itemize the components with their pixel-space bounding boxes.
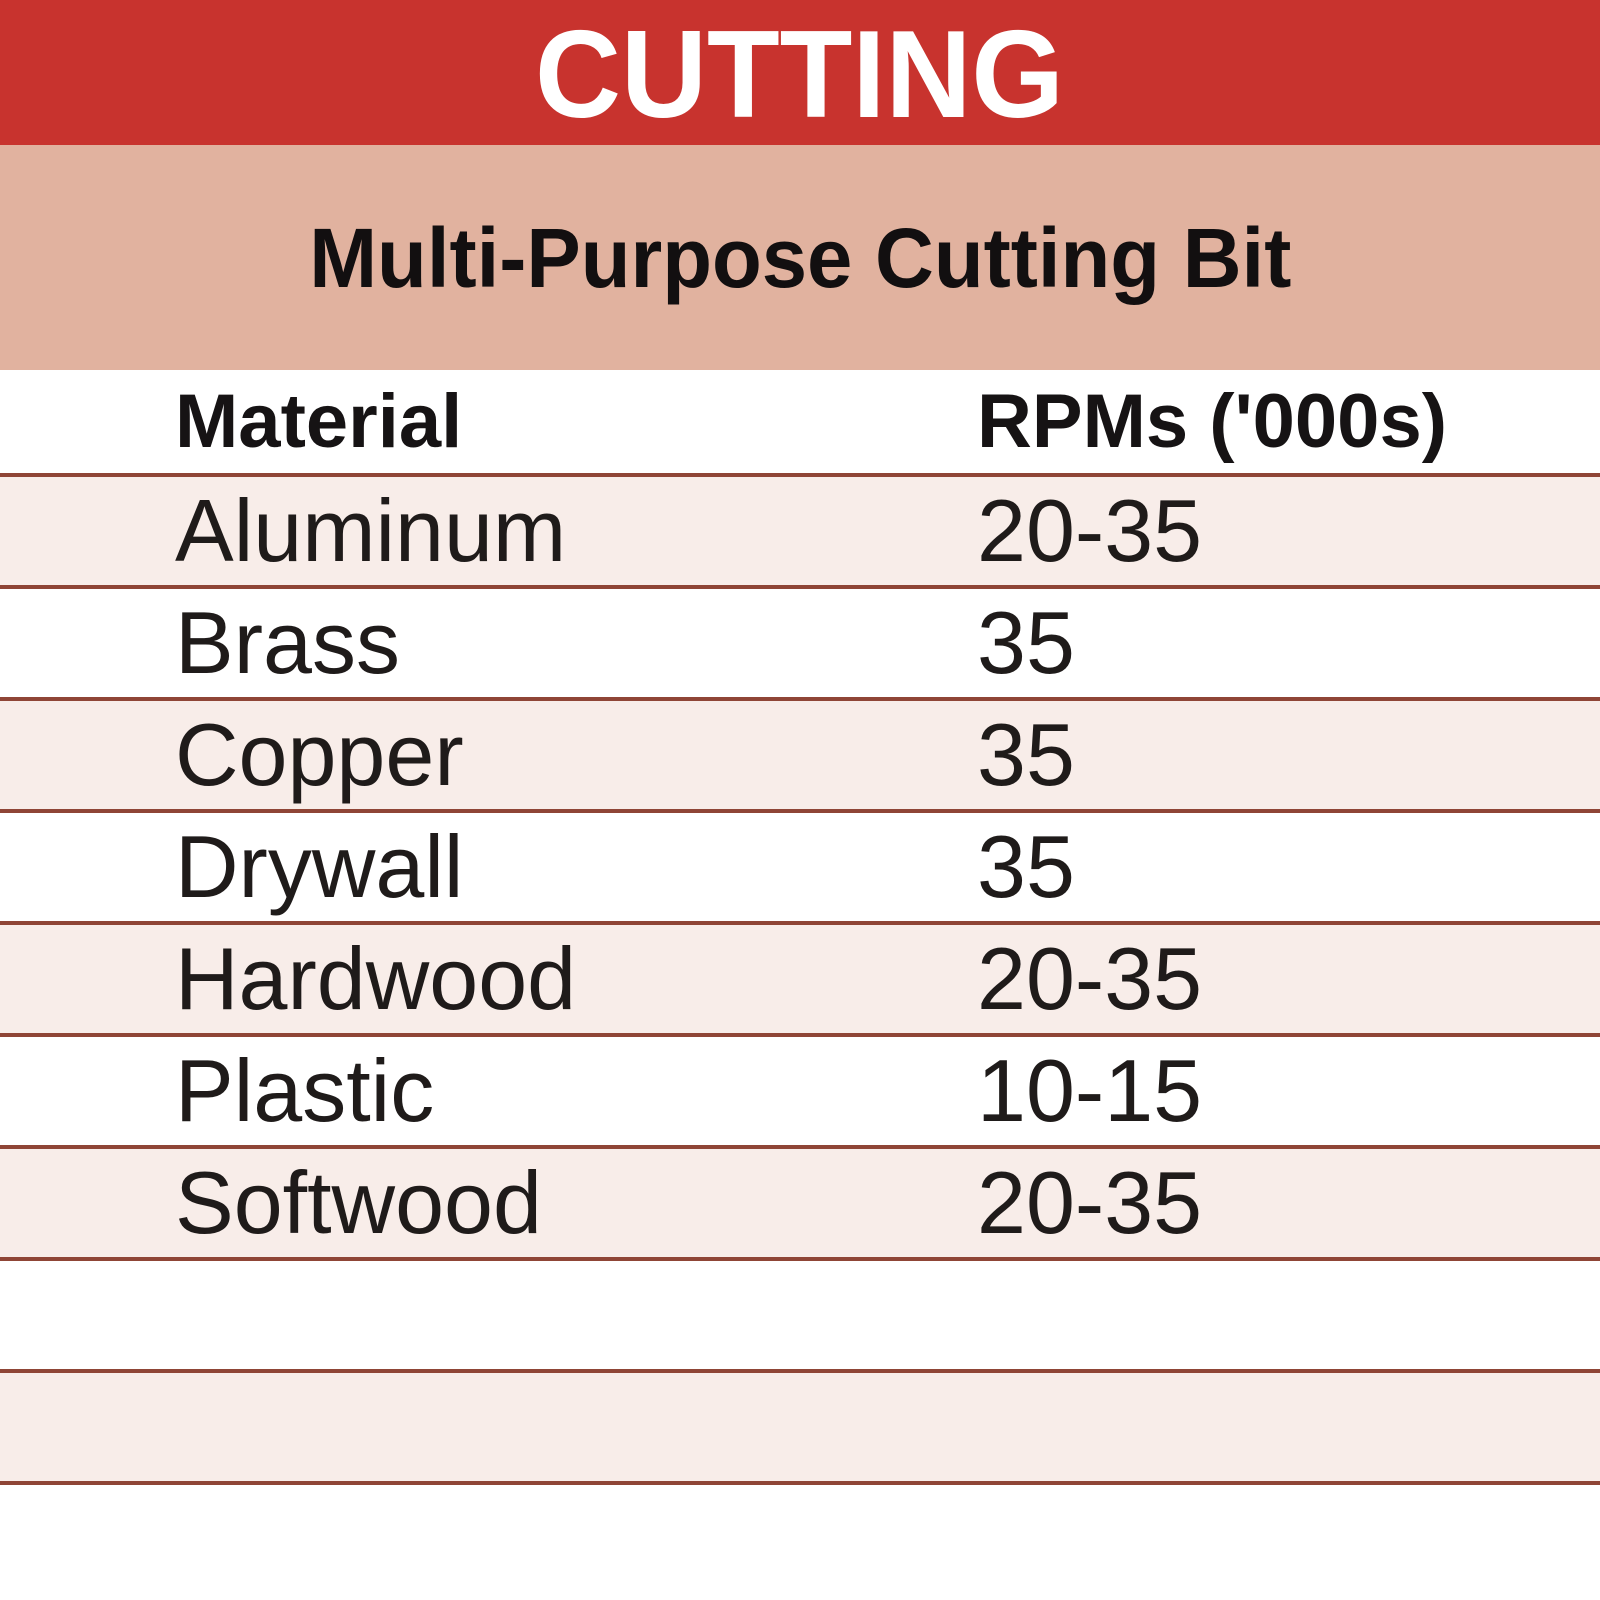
rpm-cell: 35 [977, 705, 1075, 804]
material-cell: Brass [175, 593, 400, 692]
material-cell: Softwood [175, 1153, 542, 1252]
rpm-cell: 35 [977, 817, 1075, 916]
table-row: Aluminum 20-35 [0, 477, 1600, 589]
table-row: Copper 35 [0, 701, 1600, 813]
table-row: Brass 35 [0, 589, 1600, 701]
table-row: Hardwood 20-35 [0, 925, 1600, 1037]
material-cell: Copper [175, 705, 464, 804]
empty-table-row [0, 1373, 1600, 1485]
material-cell: Hardwood [175, 929, 577, 1028]
rpm-cell: 10-15 [977, 1041, 1203, 1140]
subtitle-band: Multi-Purpose Cutting Bit [0, 145, 1600, 370]
col-header-rpms: RPMs ('000s) [977, 378, 1448, 464]
rpm-cell: 20-35 [977, 929, 1203, 1028]
rpm-cell: 20-35 [977, 1153, 1203, 1252]
material-cell: Plastic [175, 1041, 435, 1140]
rpm-cell: 35 [977, 593, 1075, 692]
material-cell: Aluminum [175, 481, 567, 580]
table-row: Softwood 20-35 [0, 1149, 1600, 1261]
table-header-row: Material RPMs ('000s) [0, 370, 1600, 477]
material-cell: Drywall [175, 817, 464, 916]
table-row: Drywall 35 [0, 813, 1600, 925]
col-header-material: Material [175, 378, 463, 464]
rpm-table: Material RPMs ('000s) Aluminum 20-35 Bra… [0, 370, 1600, 1485]
subtitle: Multi-Purpose Cutting Bit [308, 210, 1292, 305]
empty-table-row [0, 1261, 1600, 1373]
rpm-cell: 20-35 [977, 481, 1203, 580]
table-row: Plastic 10-15 [0, 1037, 1600, 1149]
cutting-banner: CUTTING [0, 0, 1600, 145]
page-title: CUTTING [535, 5, 1065, 144]
